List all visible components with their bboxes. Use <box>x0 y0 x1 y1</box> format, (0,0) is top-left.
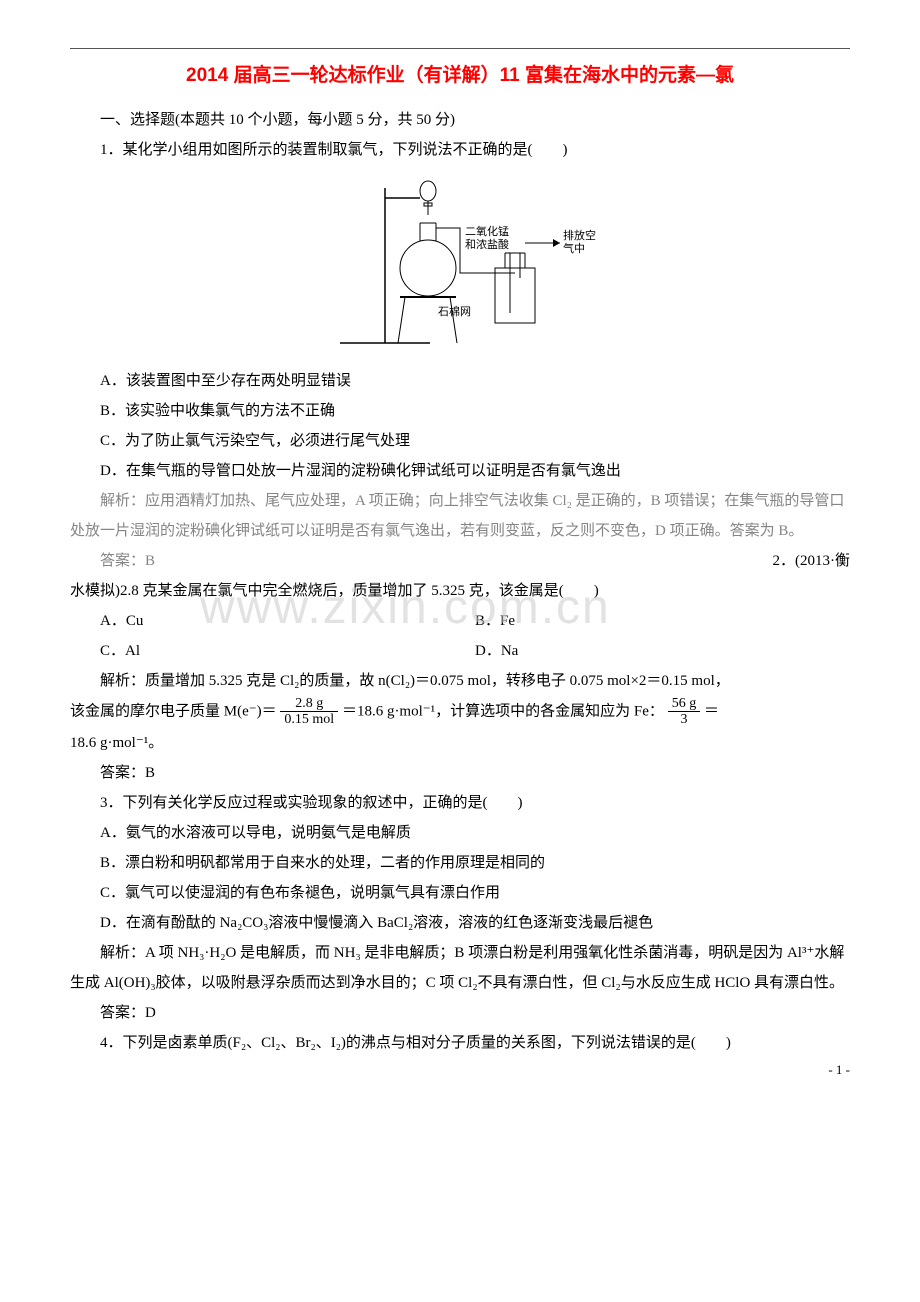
q2-frac2-den: 3 <box>668 712 701 727</box>
q2-stem-a: 2．(2013·衡 <box>155 546 850 576</box>
doc-title: 2014 届高三一轮达标作业（有详解）11 富集在海水中的元素—氯 <box>70 60 850 87</box>
q2-frac1-den: 0.15 mol <box>280 712 338 727</box>
svg-text:气中: 气中 <box>563 241 585 255</box>
q3-stem: 3．下列有关化学反应过程或实验现象的叙述中，正确的是( ) <box>70 788 850 818</box>
q1-diagram: 二氧化锰 和浓盐酸 排放空 气中 石棉网 <box>70 173 850 358</box>
section-header: 一、选择题(本题共 10 个小题，每小题 5 分，共 50 分) <box>70 105 850 135</box>
q2-stem-b: 水模拟)2.8 克某金属在氯气中完全燃烧后，质量增加了 5.325 克，该金属是… <box>70 576 850 606</box>
q1-analysis: 解析：应用酒精灯加热、尾气应处理，A 项正确；向上排空气法收集 Cl₂ 是正确的… <box>70 486 850 546</box>
q3-optB: B．漂白粉和明矾都常用于自来水的处理，二者的作用原理是相同的 <box>70 848 850 878</box>
q2-analysis-mid-a: 该金属的摩尔电子质量 M(e⁻)＝ <box>70 703 277 719</box>
svg-text:排放空: 排放空 <box>563 228 596 242</box>
q2-analysis-mid-c: ＝ <box>704 703 719 719</box>
q2-optB: B．Fe <box>475 606 850 636</box>
page-number: - 1 - <box>828 1062 850 1078</box>
q2-frac1-num: 2.8 g <box>280 696 338 712</box>
svg-text:石棉网: 石棉网 <box>438 304 471 318</box>
q3-optC: C．氯气可以使湿润的有色布条褪色，说明氯气具有漂白作用 <box>70 878 850 908</box>
q2-analysis-mid: 该金属的摩尔电子质量 M(e⁻)＝ 2.8 g 0.15 mol ＝18.6 g… <box>70 696 850 728</box>
q3-answer: 答案：D <box>70 998 850 1028</box>
q2-frac2: 56 g 3 <box>668 696 701 728</box>
q2-optA: A．Cu <box>100 606 475 636</box>
q3-optD: D．在滴有酚酞的 Na₂CO₃溶液中慢慢滴入 BaCl₂溶液，溶液的红色逐渐变浅… <box>70 908 850 938</box>
svg-text:和浓盐酸: 和浓盐酸 <box>465 237 509 251</box>
q1-optD: D．在集气瓶的导管口处放一片湿润的淀粉碘化钾试纸可以证明是否有氯气逸出 <box>70 456 850 486</box>
q2-options-row2: C．Al D．Na <box>70 636 850 666</box>
q2-analysis-pre: 解析：质量增加 5.325 克是 Cl₂的质量，故 n(Cl₂)＝0.075 m… <box>70 666 850 696</box>
q2-optD: D．Na <box>475 636 850 666</box>
q2-frac1: 2.8 g 0.15 mol <box>280 696 338 728</box>
q2-analysis-tail: 18.6 g·mol⁻¹。 <box>70 728 850 758</box>
top-rule <box>70 48 850 49</box>
q2-answer: 答案：B <box>70 758 850 788</box>
q2-optC: C．Al <box>100 636 475 666</box>
q1-optA: A．该装置图中至少存在两处明显错误 <box>70 366 850 396</box>
q3-analysis: 解析：A 项 NH₃·H₂O 是电解质，而 NH₃ 是非电解质；B 项漂白粉是利… <box>70 938 850 998</box>
q3-optA: A．氨气的水溶液可以导电，说明氨气是电解质 <box>70 818 850 848</box>
q2-options-row1: A．Cu B．Fe <box>70 606 850 636</box>
q2-frac2-num: 56 g <box>668 696 701 712</box>
svg-text:二氧化锰: 二氧化锰 <box>465 224 509 238</box>
q1-stem: 1．某化学小组用如图所示的装置制取氯气，下列说法不正确的是( ) <box>70 135 850 165</box>
q1-optB: B．该实验中收集氯气的方法不正确 <box>70 396 850 426</box>
q1-optC: C．为了防止氯气污染空气，必须进行尾气处理 <box>70 426 850 456</box>
q2-analysis-mid-b: ＝18.6 g·mol⁻¹，计算选项中的各金属知应为 Fe： <box>342 703 664 719</box>
q4-stem: 4．下列是卤素单质(F₂、Cl₂、Br₂、I₂)的沸点与相对分子质量的关系图，下… <box>70 1028 850 1058</box>
q1-answer: 答案：B <box>70 546 155 576</box>
